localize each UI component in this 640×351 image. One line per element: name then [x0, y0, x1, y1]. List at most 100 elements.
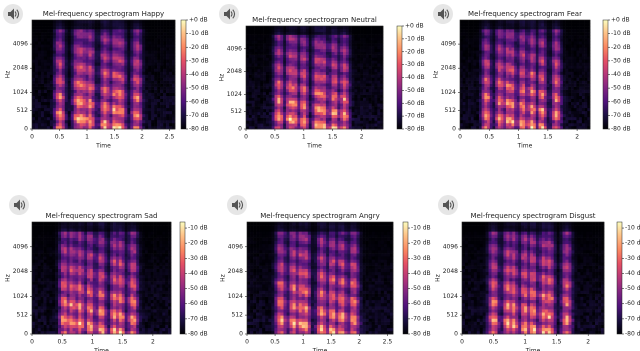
spectrogram-cell	[539, 38, 542, 41]
spectrogram-cell	[479, 90, 482, 93]
spectrogram-cell	[533, 90, 536, 93]
spectrogram-cell	[352, 98, 355, 101]
spectrogram-cell	[528, 117, 531, 120]
spectrogram-cell	[106, 90, 109, 93]
spectrogram-cell	[38, 65, 41, 68]
spectrogram-cell	[263, 49, 266, 52]
spectrogram-cell	[249, 66, 252, 69]
spectrogram-cell	[474, 96, 477, 99]
spectrogram-cell	[506, 81, 509, 84]
spectrogram-cell	[465, 90, 468, 93]
spectrogram-cell	[295, 112, 298, 115]
spectrogram-cell	[80, 53, 83, 56]
spectrogram-cell	[74, 35, 77, 38]
spectrogram-cell	[86, 90, 89, 93]
spectrogram-cell	[145, 87, 148, 90]
spectrogram-cell	[283, 52, 286, 55]
spectrogram-cell	[544, 78, 547, 81]
spectrogram-cell	[349, 100, 352, 103]
spectrogram-cell	[289, 80, 292, 83]
play-audio-button[interactable]	[3, 4, 23, 24]
play-audio-button[interactable]	[219, 4, 239, 24]
spectrogram-cell	[44, 84, 47, 87]
spectrogram-cell	[533, 111, 536, 114]
spectrogram-cell	[487, 50, 490, 53]
spectrogram-cell	[104, 114, 107, 117]
y-axis-label: Hz	[5, 71, 12, 79]
spectrogram-cell	[59, 117, 62, 120]
spectrogram-cell	[539, 65, 542, 68]
spectrogram-cell	[118, 26, 121, 29]
spectrogram-cell	[476, 111, 479, 114]
spectrogram-cell	[484, 41, 487, 44]
spectrogram-cell	[479, 105, 482, 108]
spectrogram-cell	[38, 84, 41, 87]
spectrogram-cell	[354, 86, 357, 89]
spectrogram-cell	[525, 87, 528, 90]
spectrogram-cell	[104, 44, 107, 47]
spectrogram-cell	[169, 23, 172, 26]
spectrogram-cell	[560, 53, 563, 56]
spectrogram-cell	[509, 93, 512, 96]
spectrogram-cell	[552, 35, 555, 38]
spectrogram-cell	[130, 87, 133, 90]
spectrogram-cell	[35, 56, 38, 59]
spectrogram-cell	[112, 123, 115, 126]
spectrogram-cell	[326, 29, 329, 32]
spectrogram-cell	[292, 75, 295, 78]
spectrogram-cell	[357, 106, 360, 109]
spectrogram-cell	[320, 60, 323, 63]
spectrogram-cell	[118, 20, 121, 23]
spectrogram-cell	[363, 98, 366, 101]
spectrogram-cell	[121, 62, 124, 65]
spectrogram-cell	[476, 114, 479, 117]
spectrogram-cell	[41, 71, 44, 74]
spectrogram-cell	[272, 86, 275, 89]
spectrogram-cell	[303, 123, 306, 126]
spectrogram-cell	[106, 29, 109, 32]
spectrogram-cell	[127, 23, 130, 26]
spectrogram-cell	[157, 117, 160, 120]
spectrogram-cell	[160, 32, 163, 35]
spectrogram-cell	[349, 98, 352, 101]
spectrogram-cell	[142, 99, 145, 102]
spectrogram-cell	[525, 56, 528, 59]
spectrogram-cell	[498, 75, 501, 78]
spectrogram-cell	[337, 120, 340, 123]
spectrogram-cell	[360, 29, 363, 32]
spectrogram-cell	[115, 81, 118, 84]
spectrogram-cell	[92, 20, 95, 23]
spectrogram-cell	[71, 87, 74, 90]
spectrogram-cell	[482, 59, 485, 62]
spectrogram-cell	[263, 32, 266, 35]
spectrogram-cell	[366, 46, 369, 49]
spectrogram-cell	[509, 38, 512, 41]
spectrogram-cell	[145, 81, 148, 84]
spectrogram-cell	[528, 71, 531, 74]
spectrogram-cell	[142, 47, 145, 50]
spectrogram-cell	[255, 86, 258, 89]
play-audio-button[interactable]	[433, 4, 453, 24]
colorbar-tick-label: -60 dB	[405, 100, 425, 107]
spectrogram-cell	[124, 117, 127, 120]
spectrogram-cell	[476, 41, 479, 44]
spectrogram-cell	[74, 23, 77, 26]
spectrogram-cell	[255, 103, 258, 106]
spectrogram-cell	[95, 90, 98, 93]
spectrogram-cell	[246, 29, 249, 32]
spectrogram-cell	[544, 71, 547, 74]
spectrogram-cell	[495, 99, 498, 102]
spectrogram-cell	[354, 115, 357, 118]
spectrogram-cell	[139, 20, 142, 23]
spectrogram-cell	[354, 43, 357, 46]
spectrogram-cell	[312, 37, 315, 40]
spectrogram-cell	[547, 117, 550, 120]
spectrogram-cell	[517, 62, 520, 65]
spectrogram-cell	[490, 81, 493, 84]
spectrogram-cell	[315, 98, 318, 101]
spectrogram-cell	[490, 44, 493, 47]
spectrogram-cell	[558, 123, 561, 126]
spectrogram-cell	[80, 96, 83, 99]
spectrogram-cell	[323, 40, 326, 43]
spectrogram-cell	[272, 60, 275, 63]
